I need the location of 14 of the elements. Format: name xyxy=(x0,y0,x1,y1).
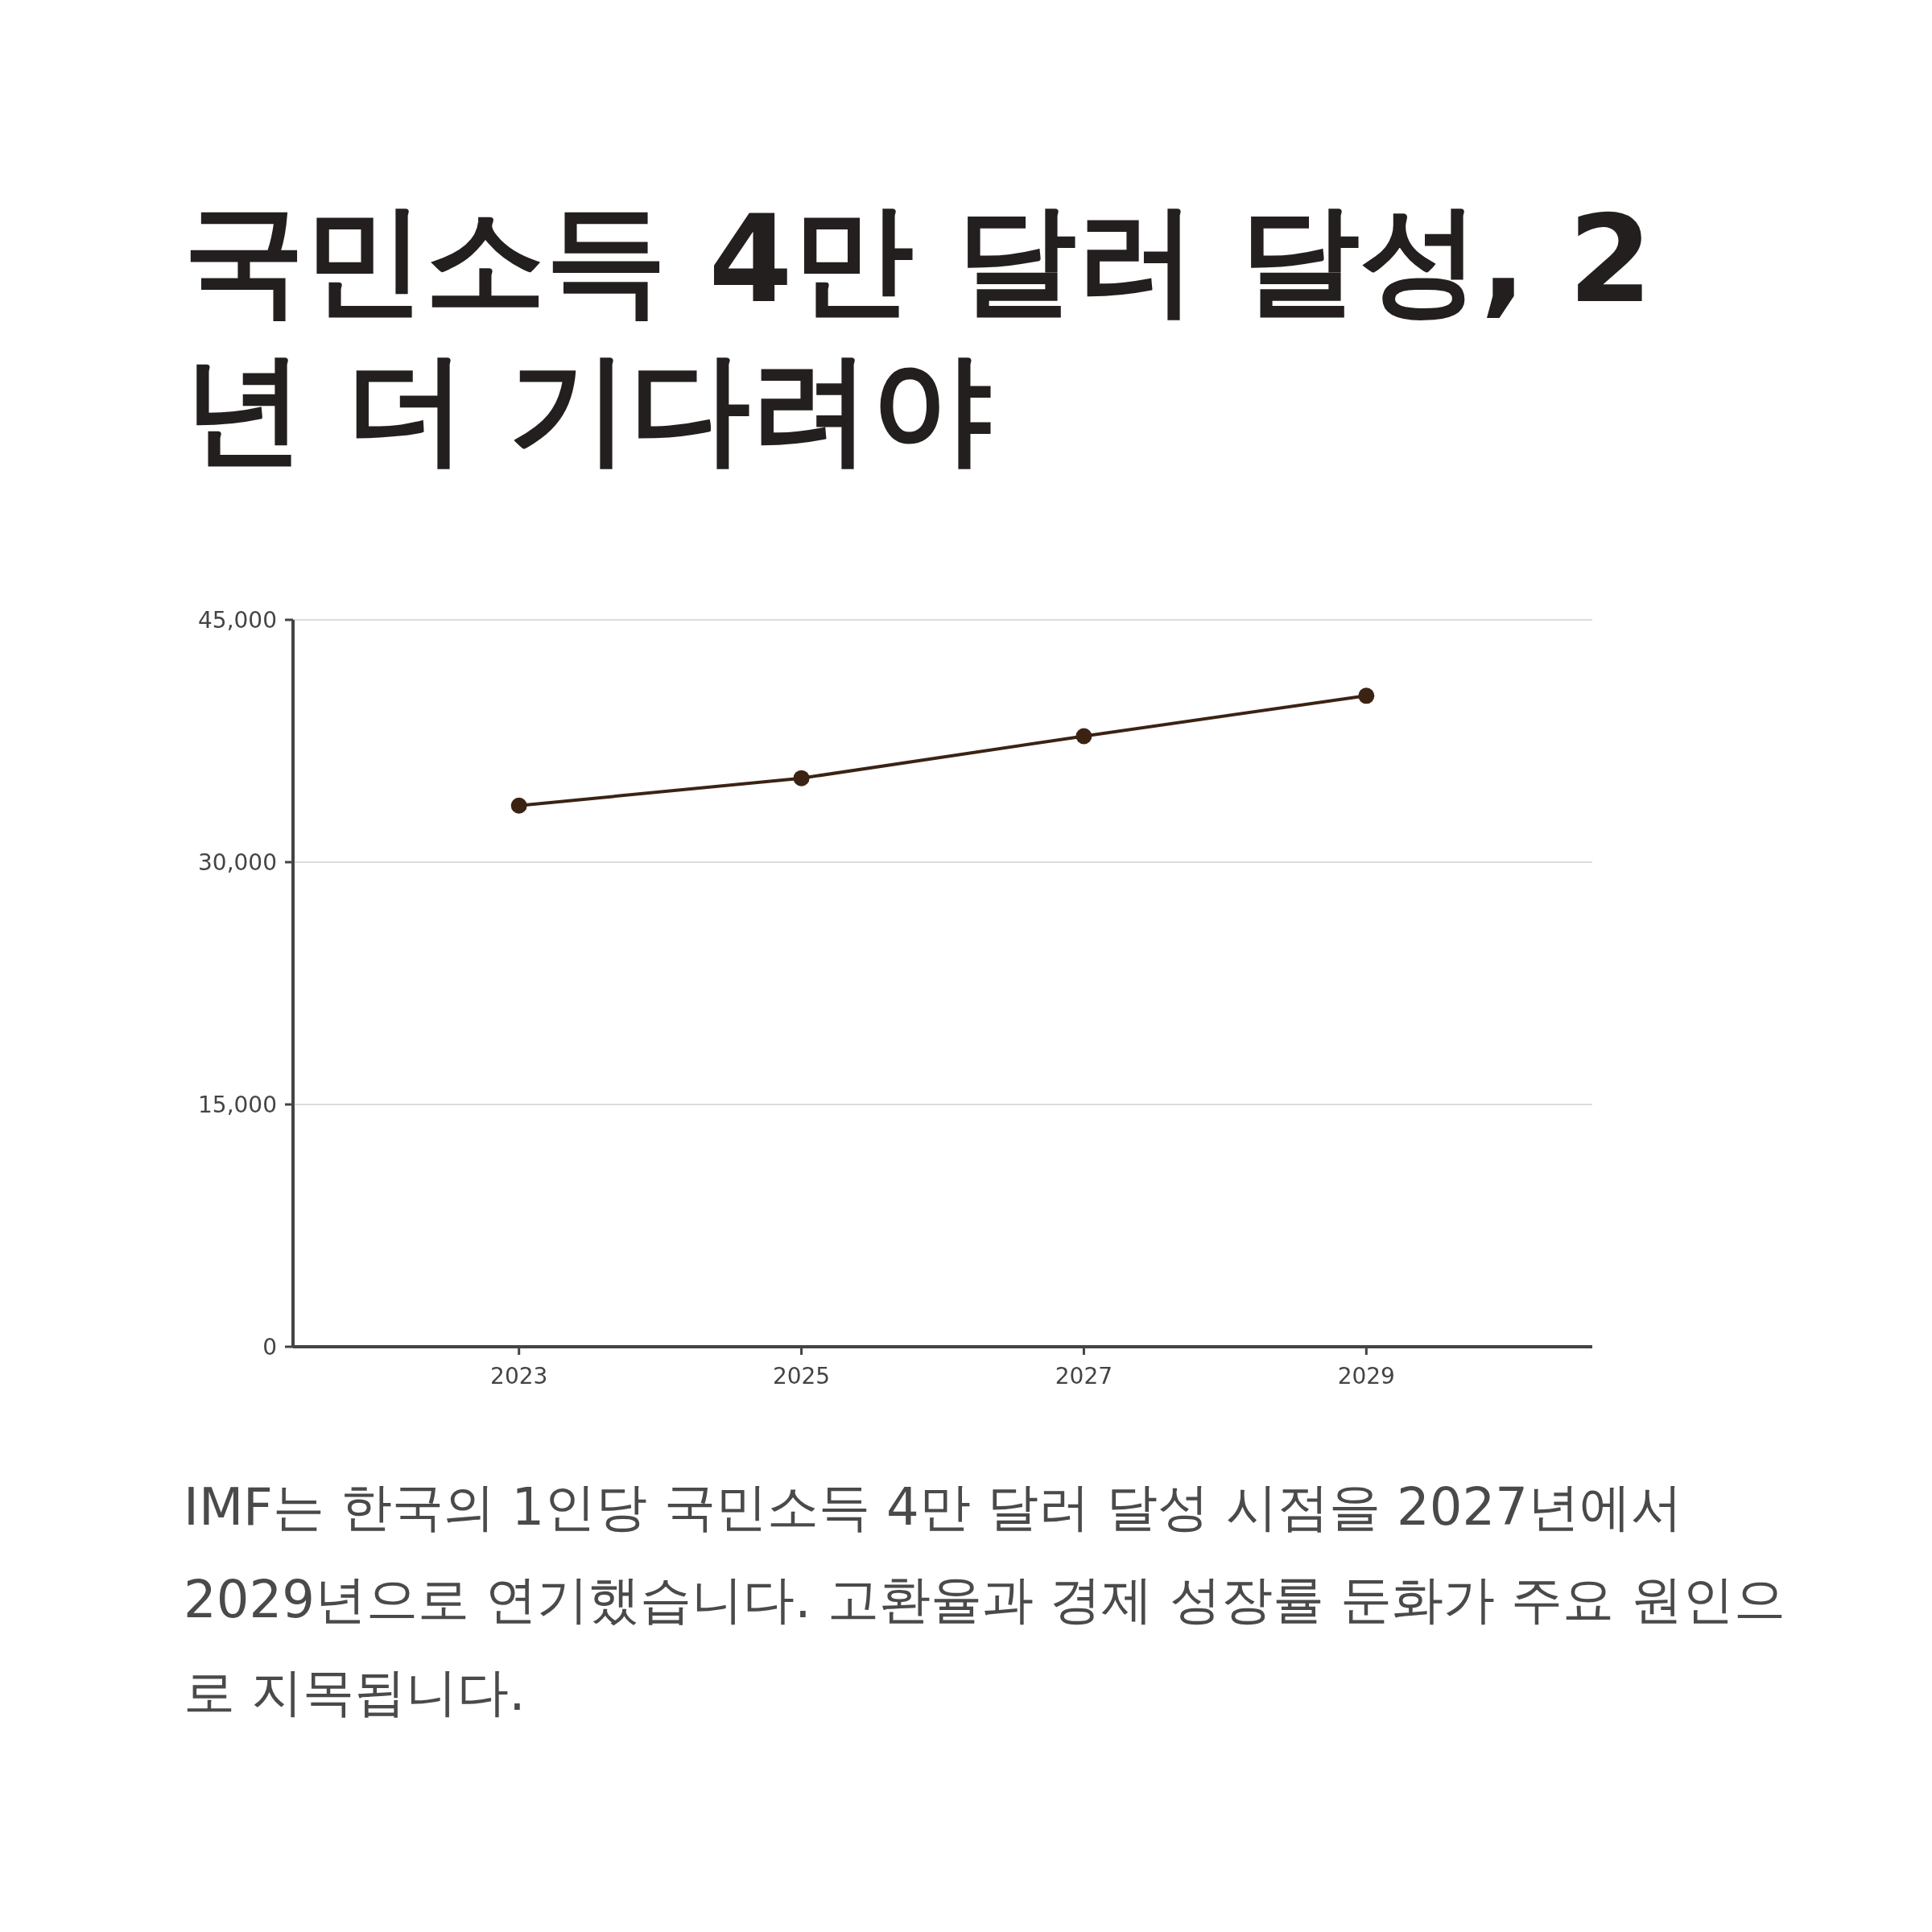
y-tick-label: 0 xyxy=(262,1334,277,1360)
x-tick-label: 2023 xyxy=(490,1363,548,1389)
point xyxy=(1358,687,1375,704)
point xyxy=(793,770,810,786)
x-tick-label: 2027 xyxy=(1055,1363,1113,1389)
text: IMF는 한국의 1인당 국민소득 4만 달러 달성 시점을 2027년에서 2029년으로 연기했습니다. 고환율과 경제 성장률 둔화가 주요 원인으로 지목됩니다. xyxy=(184,1476,1786,1724)
y-tick-label: 45,000 xyxy=(198,607,277,634)
y-tick-label: 15,000 xyxy=(198,1092,277,1118)
y-tick-label: 30,000 xyxy=(198,849,277,876)
x-tick-label: 2025 xyxy=(772,1363,831,1389)
chart-title: 국민소득 4만 달러 달성, 2년 더 기다려야 xyxy=(184,188,1653,480)
x-tick-label: 2029 xyxy=(1337,1363,1395,1389)
point xyxy=(1075,728,1092,745)
point xyxy=(510,797,527,814)
